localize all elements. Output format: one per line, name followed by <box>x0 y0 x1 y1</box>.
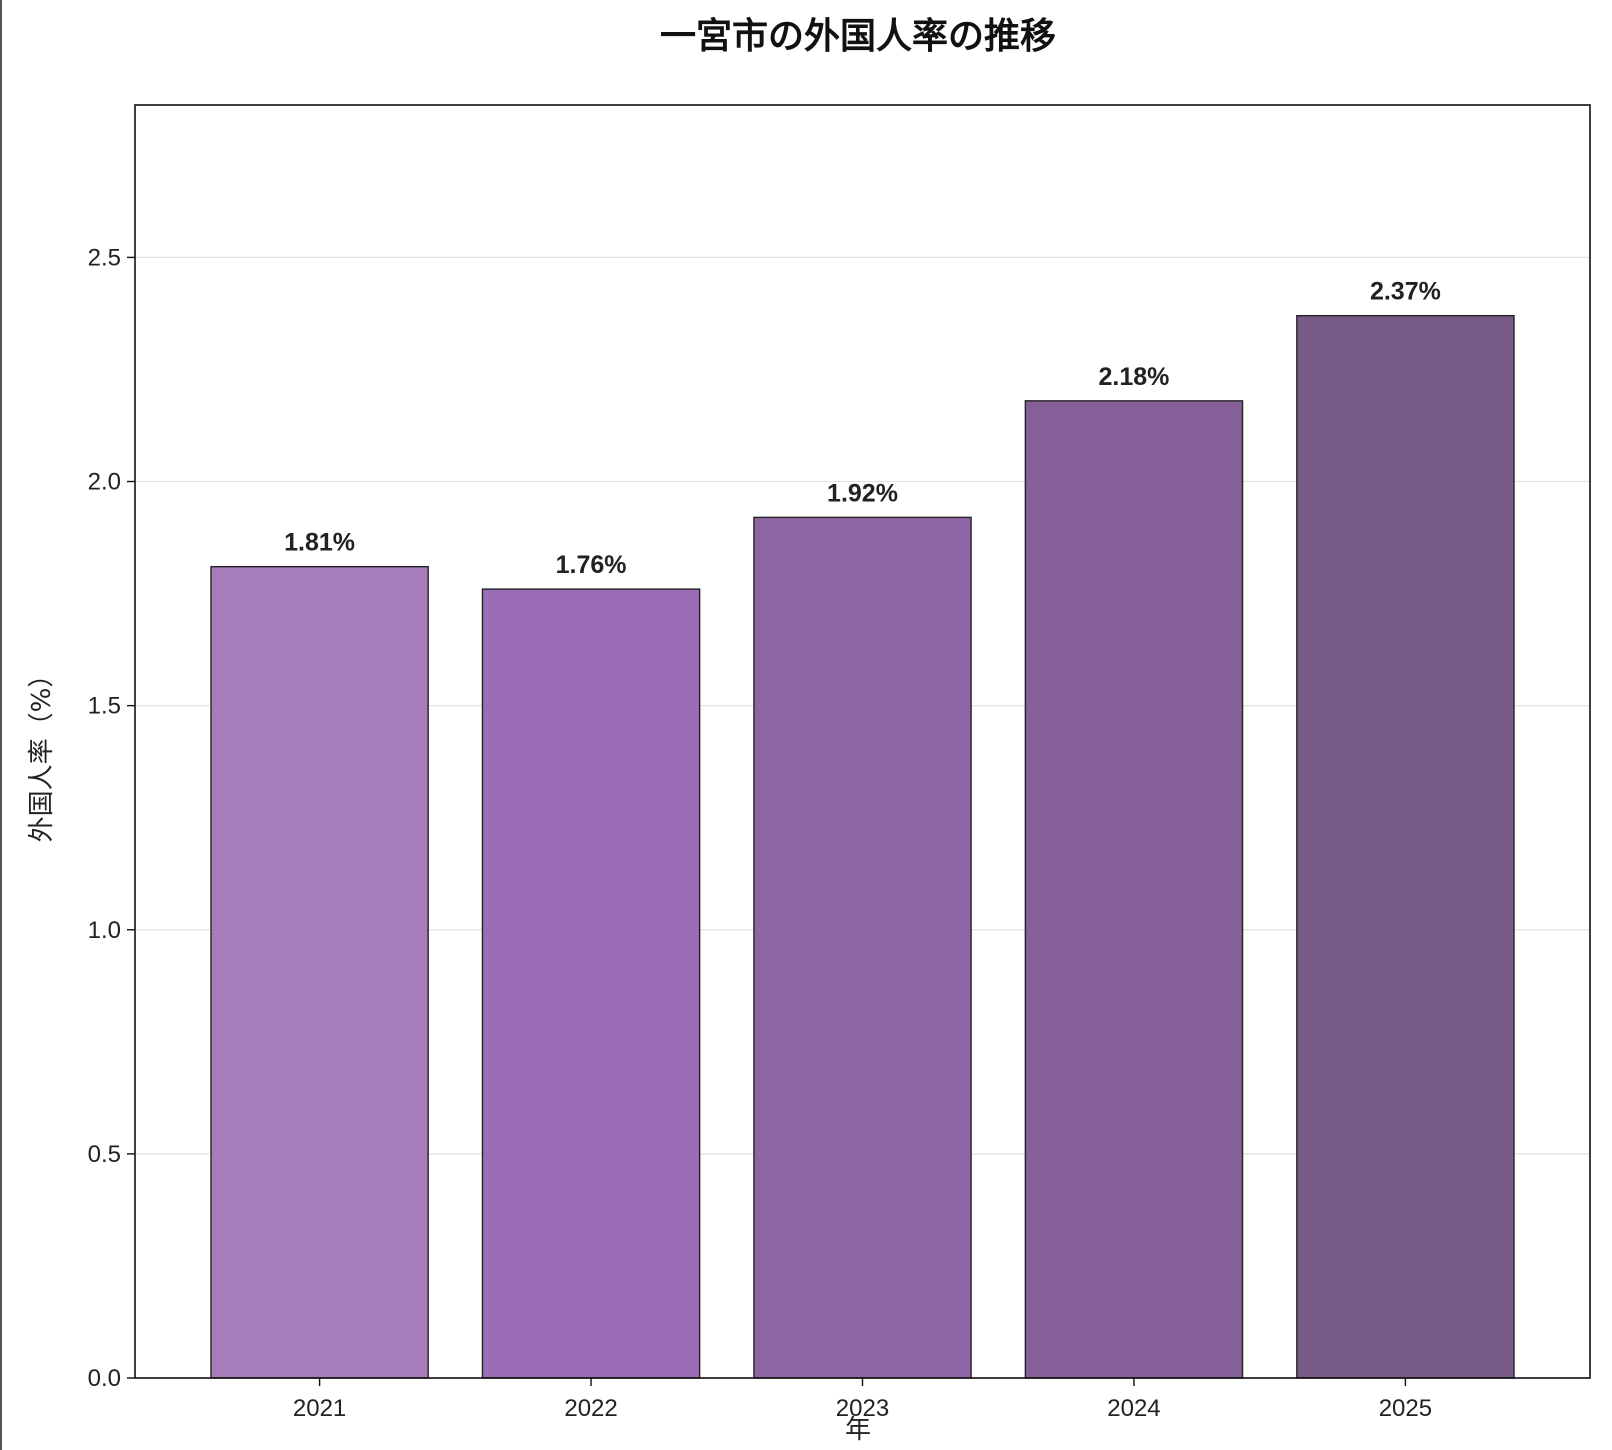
y-tick-label: 0.5 <box>88 1141 121 1168</box>
x-axis-ticks: 2021 2022 2023 2024 2025 <box>293 1378 1432 1422</box>
y-tick-label: 2.5 <box>88 244 121 271</box>
y-axis-ticks: 0.0 0.5 1.0 1.5 2.0 2.5 <box>88 244 135 1392</box>
y-tick-label: 1.5 <box>88 693 121 720</box>
bars <box>210 314 1515 1379</box>
data-labels: 1.81% 1.76% 1.92% 2.18% 2.37% <box>284 278 1441 579</box>
chart-title: 一宮市の外国人率の推移 <box>660 16 1056 57</box>
bar-2021 <box>210 565 429 1379</box>
y-axis-label: 外国人率（%） <box>27 662 57 843</box>
bar-2023 <box>753 516 972 1379</box>
x-tick-label: 2022 <box>564 1395 617 1422</box>
x-tick-label: 2021 <box>293 1395 346 1422</box>
y-tick-label: 2.0 <box>88 469 121 496</box>
data-label: 1.76% <box>556 551 627 579</box>
x-axis-label: 年 <box>845 1415 871 1445</box>
bar-2024 <box>1024 400 1244 1379</box>
data-label: 1.81% <box>284 529 355 557</box>
x-tick-label: 2023 <box>836 1395 889 1422</box>
y-tick-label: 1.0 <box>88 917 121 944</box>
x-tick-label: 2024 <box>1107 1395 1160 1422</box>
data-label: 2.37% <box>1370 278 1441 306</box>
bar-2022 <box>481 588 701 1379</box>
bar-2025 <box>1296 314 1515 1379</box>
data-label: 1.92% <box>827 479 898 507</box>
x-tick-label: 2025 <box>1379 1395 1432 1422</box>
y-tick-label: 0.0 <box>88 1365 121 1392</box>
data-label: 2.18% <box>1099 363 1170 391</box>
